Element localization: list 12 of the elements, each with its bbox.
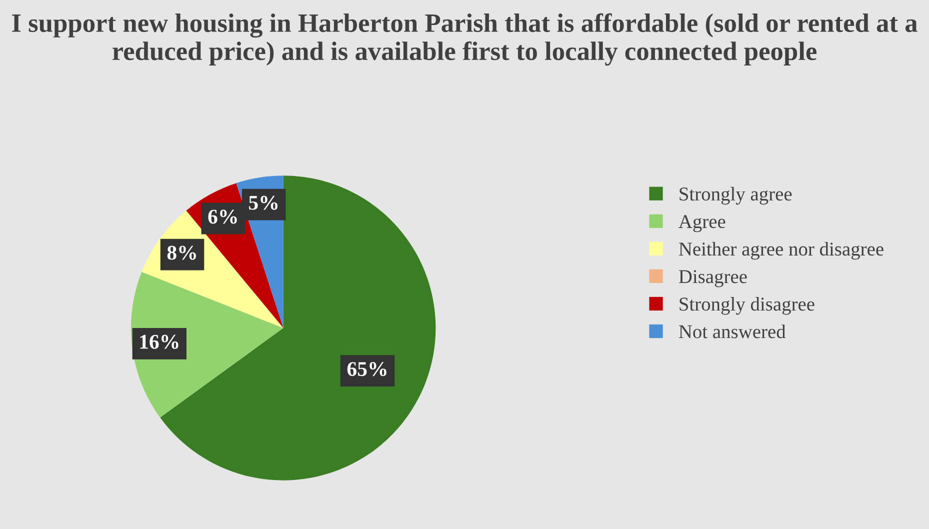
legend-label: Strongly agree xyxy=(680,186,792,205)
data-label: 16% xyxy=(140,334,178,349)
chart-title: I support new housing in Harberton Parish that is affordable (sold or rented at a reduced price) and is available first to locally connected people xyxy=(12,13,918,66)
data-label: 5% xyxy=(249,196,278,210)
legend-label: Agree xyxy=(678,215,726,232)
legend-label: Disagree xyxy=(678,270,747,288)
legend-label: Neither agree nor disagree xyxy=(678,242,884,260)
legend-label: Not answered xyxy=(678,324,786,338)
data-label: 6% xyxy=(208,210,237,224)
data-label: 8% xyxy=(167,246,196,260)
legend-label: Strongly disagree xyxy=(680,297,814,315)
data-label: 65% xyxy=(347,362,386,376)
